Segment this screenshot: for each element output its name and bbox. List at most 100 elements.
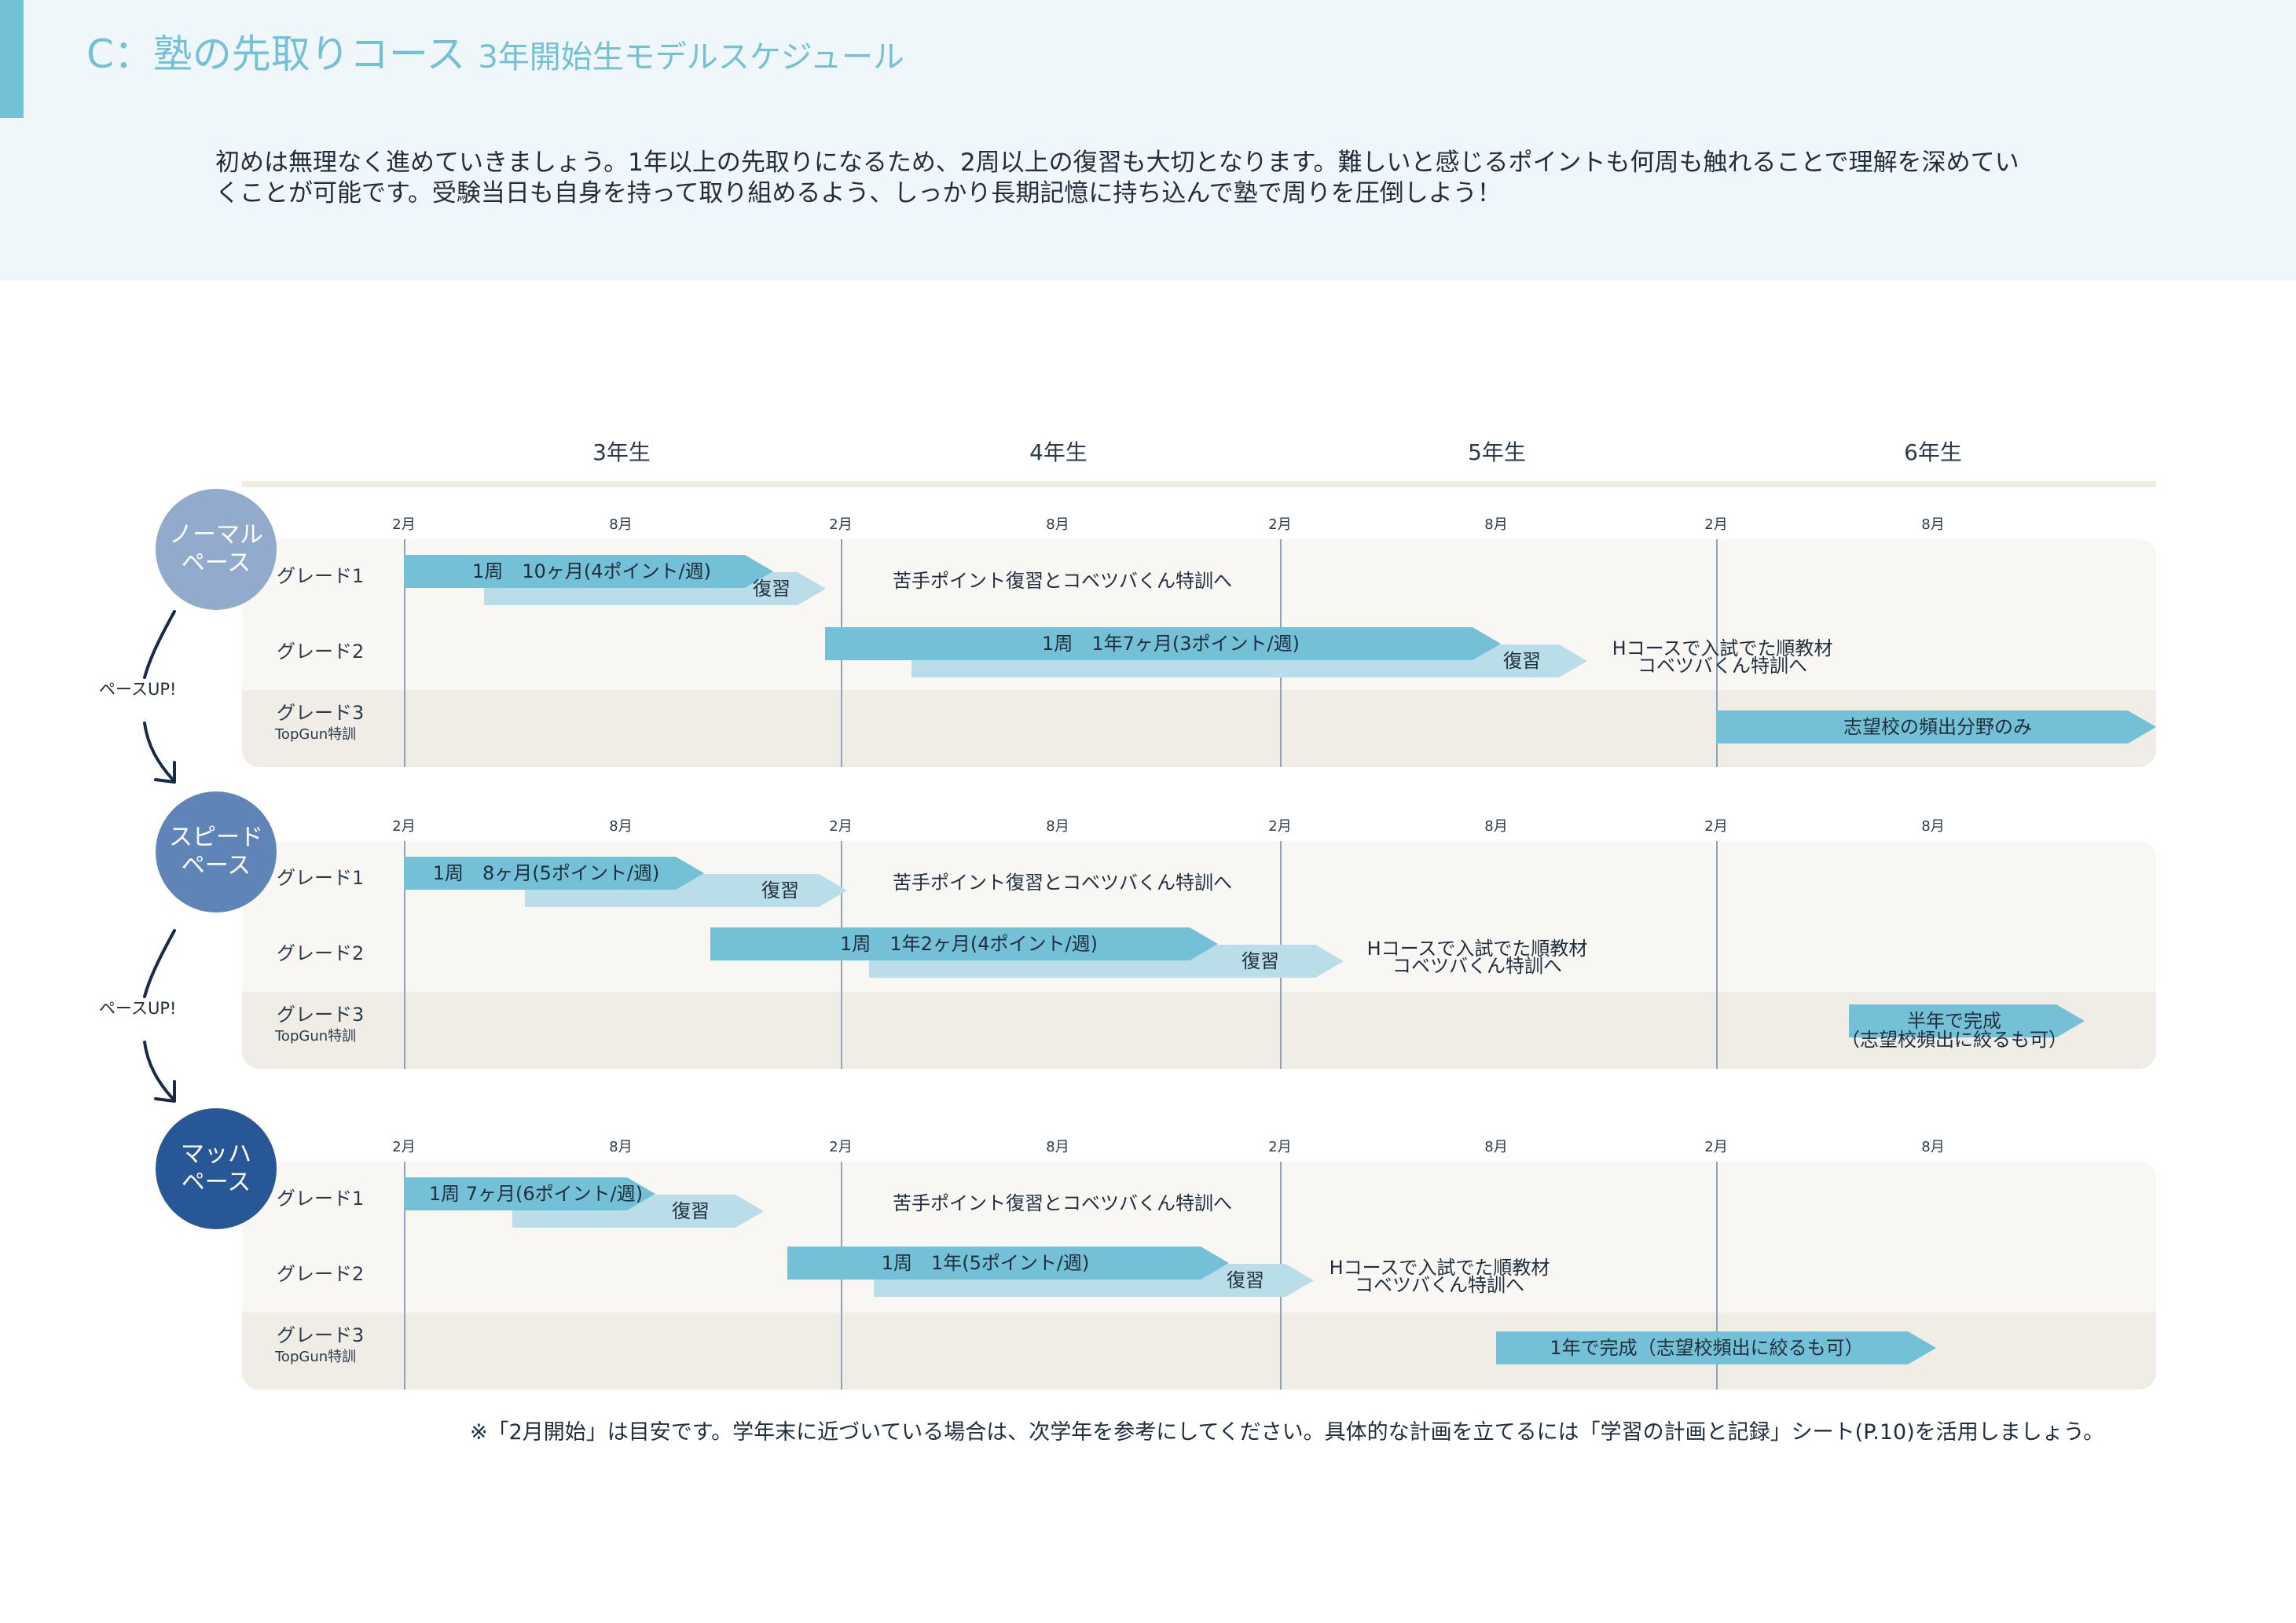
page-title-main: C：塾の先取りコース xyxy=(86,31,479,77)
year-divider-line xyxy=(404,539,405,767)
study-arrow-bar xyxy=(404,555,773,588)
month-label: 2月 xyxy=(392,818,416,835)
month-label: 8月 xyxy=(609,1139,633,1155)
grade-label: グレード2 xyxy=(277,942,365,964)
page-title: C：塾の先取りコース 3年開始生モデルスケジュール xyxy=(86,27,904,85)
pace-name-line1: マッハ xyxy=(181,1140,251,1168)
pace-circle: ノーマル ペース xyxy=(156,489,277,610)
pace-up-label-2: ペースUP! xyxy=(99,999,177,1018)
note-line1: 苦手ポイント復習とコベツバくん特訓へ xyxy=(893,872,1232,894)
pace-circle: マッハ ペース xyxy=(156,1108,277,1229)
accent-bar xyxy=(0,0,24,118)
study-bar-label: 1周 1年(5ポイント/週) xyxy=(881,1252,1090,1274)
grade-label: グレード3 xyxy=(277,1324,365,1346)
pace-name-line2: ペース xyxy=(181,852,251,879)
note-line1: 苦手ポイント復習とコベツバくん特訓へ xyxy=(893,570,1232,592)
month-label: 8月 xyxy=(609,818,633,835)
month-label: 2月 xyxy=(392,516,416,533)
year-divider-line xyxy=(1716,841,1718,1069)
study-arrow-bar xyxy=(825,627,1501,660)
note-line1: 苦手ポイント復習とコベツバくん特訓へ xyxy=(893,1192,1232,1214)
study-bar-label: 1周 8ヶ月(5ポイント/週) xyxy=(432,862,660,884)
note-line1: Hコースで入試でた順教材 xyxy=(1612,637,1833,659)
schedule-note: （志望校頻出に絞るも可） xyxy=(1841,1028,2067,1052)
month-label: 8月 xyxy=(1484,1139,1508,1155)
year-header-5: 5年生 xyxy=(1468,439,1526,465)
schedule-note: Hコースで入試でた順教材 コベツバくん特訓へ xyxy=(1367,937,1588,978)
study-bar-label: 1周 1年7ヶ月(3ポイント/週) xyxy=(1042,633,1300,655)
grade-label: グレード1 xyxy=(277,1188,365,1210)
review-bar-label: 復習 xyxy=(1227,1269,1264,1291)
intro-text: 初めは無理なく進めていきましょう。1年以上の先取りになるため、2周以上の復習も大… xyxy=(215,148,2085,209)
study-arrow-bar xyxy=(1496,1331,1936,1364)
study-arrow-bar xyxy=(787,1247,1229,1280)
pace-up-arrow-2 xyxy=(143,929,176,1103)
note-line1: Hコースで入試でた順教材 xyxy=(1329,1257,1550,1279)
footnote: ※「2月開始」は目安です。学年末に近づいている場合は、次学年を参考にしてください… xyxy=(470,1420,2105,1445)
pace-up-label-1: ペースUP! xyxy=(99,680,177,699)
month-label: 2月 xyxy=(1268,1139,1292,1155)
month-label: 2月 xyxy=(829,818,853,835)
schedule-note: Hコースで入試でた順教材 コベツバくん特訓へ xyxy=(1330,1256,1550,1297)
pace-up-arrow-1 xyxy=(143,610,176,784)
note-line1: Hコースで入試でた順教材 xyxy=(1366,938,1588,960)
study-bar-label: 半年で完成 xyxy=(1907,1010,2001,1032)
grade-sub-label: TopGun特訓 xyxy=(275,1349,357,1365)
year-header-4: 4年生 xyxy=(1029,439,1087,465)
month-label: 2月 xyxy=(1704,818,1728,835)
month-label: 8月 xyxy=(1484,818,1508,835)
grade-sub-label: TopGun特訓 xyxy=(275,726,357,743)
grade-label: グレード3 xyxy=(277,702,365,724)
grade-label: グレード2 xyxy=(277,1263,365,1285)
study-bar-label: 1周 7ヶ月(6ポイント/週) xyxy=(428,1183,644,1205)
note-line2: コベツバくん特訓へ xyxy=(1637,655,1807,677)
study-arrow-bar xyxy=(404,1177,655,1210)
pace-circle: スピード ペース xyxy=(156,791,277,912)
pace-name-line2: ペース xyxy=(181,1169,251,1196)
review-bar-label: 復習 xyxy=(753,578,790,600)
month-label: 2月 xyxy=(1268,818,1292,835)
grade-label: グレード3 xyxy=(277,1004,365,1026)
page-title-sub: 3年開始生モデルスケジュール xyxy=(478,39,904,75)
month-label: 8月 xyxy=(1921,818,1945,835)
month-label: 2月 xyxy=(1704,1139,1728,1155)
year-divider-line xyxy=(1716,1162,1718,1390)
grade-label: グレード2 xyxy=(277,641,365,663)
study-arrow-bar xyxy=(710,927,1218,960)
schedule-note: Hコースで入試でた順教材 コベツバくん特訓へ xyxy=(1612,637,1833,677)
schedule-note: 苦手ポイント復習とコベツバくん特訓へ xyxy=(893,569,1232,593)
month-label: 2月 xyxy=(829,1139,853,1155)
month-label: 8月 xyxy=(1921,516,1945,533)
study-arrow-bar xyxy=(404,857,704,890)
month-label: 2月 xyxy=(392,1139,416,1155)
year-header-3: 3年生 xyxy=(592,439,651,465)
year-header-6: 6年生 xyxy=(1904,439,1962,465)
month-label: 8月 xyxy=(1484,516,1508,533)
month-label: 2月 xyxy=(1268,516,1292,533)
schedule-note: 苦手ポイント復習とコベツバくん特訓へ xyxy=(893,871,1232,894)
pace-name-line1: ノーマル xyxy=(169,521,263,549)
month-label: 8月 xyxy=(1921,1139,1945,1155)
year-divider-line xyxy=(404,1162,405,1390)
intro-line-2: くことが可能です。受験当日も自身を持って取り組めるよう、しっかり長期記憶に持ち込… xyxy=(215,179,1502,207)
note-line1: （志望校頻出に絞るも可） xyxy=(1841,1029,2067,1051)
year-divider-line xyxy=(1716,539,1718,767)
month-label: 2月 xyxy=(829,516,853,533)
month-label: 8月 xyxy=(1046,1139,1069,1155)
grade-row-3 xyxy=(242,992,2156,1069)
month-label: 8月 xyxy=(1046,516,1069,533)
month-label: 8月 xyxy=(609,516,633,533)
month-label: 2月 xyxy=(1704,516,1728,533)
header-band xyxy=(0,0,2296,281)
study-bar-label: 志望校の頻出分野のみ xyxy=(1843,716,2032,738)
grade-label: グレード1 xyxy=(277,867,365,889)
study-bar-label: 1周 10ヶ月(4ポイント/週) xyxy=(472,560,711,582)
study-arrow-bar xyxy=(1849,1004,2085,1037)
pace-name-line2: ペース xyxy=(181,549,251,577)
review-bar-label: 復習 xyxy=(761,879,799,901)
review-bar-label: 復習 xyxy=(1242,950,1279,972)
review-bar-label: 復習 xyxy=(1503,650,1541,672)
note-line2: コベツバくん特訓へ xyxy=(1354,1274,1524,1296)
note-line2: コベツバくん特訓へ xyxy=(1392,955,1562,977)
year-divider-line xyxy=(404,841,405,1069)
